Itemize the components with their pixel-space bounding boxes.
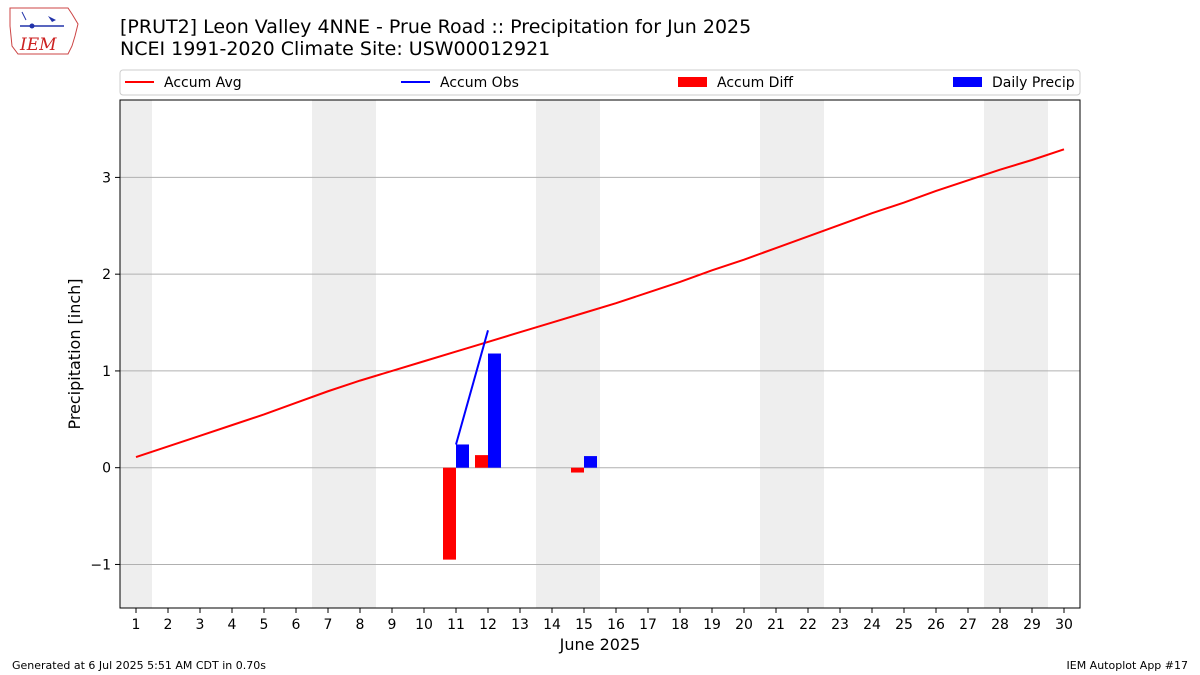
- accum-avg-line: [135, 148, 1065, 459]
- x-tick-label: 17: [639, 617, 657, 633]
- x-tick-label: 7: [324, 617, 333, 633]
- chart-title-line2: NCEI 1991-2020 Climate Site: USW00012921: [120, 38, 551, 60]
- x-tick-label: 28: [991, 617, 1009, 633]
- x-tick-label: 11: [447, 617, 465, 633]
- accum-diff-bar: [571, 467, 584, 473]
- accum-diff-bar: [475, 455, 488, 468]
- weekend-shade: [120, 100, 152, 608]
- weekend-shade: [312, 100, 344, 608]
- x-tick-label: 21: [767, 617, 785, 633]
- x-tick-label: 9: [388, 617, 397, 633]
- weekend-shade: [536, 100, 568, 608]
- y-tick-label: 2: [102, 267, 111, 283]
- svg-text:IEM: IEM: [19, 35, 57, 55]
- x-tick-label: 5: [260, 617, 269, 633]
- y-tick-label: −1: [90, 557, 111, 573]
- x-tick-label: 18: [671, 617, 689, 633]
- plot-frame: [119, 99, 1081, 609]
- x-tick-label: 13: [511, 617, 529, 633]
- x-tick-label: 26: [927, 617, 945, 633]
- y-tick-label: 0: [102, 461, 111, 477]
- legend-frame: [119, 69, 1081, 96]
- x-tick-label: 2: [164, 617, 173, 633]
- weekend-shade: [984, 100, 1016, 608]
- iem-logo-graphic: IEM: [9, 7, 79, 55]
- chart-title-line1: [PRUT2] Leon Valley 4NNE - Prue Road :: …: [120, 16, 752, 38]
- x-tick-label: 27: [959, 617, 977, 633]
- x-tick-label: 8: [356, 617, 365, 633]
- x-tick-label: 29: [1023, 617, 1041, 633]
- x-tick-label: 6: [292, 617, 301, 633]
- x-axis-label: June 2025: [559, 635, 641, 654]
- x-tick-label: 14: [543, 617, 561, 633]
- x-tick-label: 16: [607, 617, 625, 633]
- x-tick-label: 10: [415, 617, 433, 633]
- weekend-shade: [1016, 100, 1048, 608]
- daily-precip-bar: [584, 456, 597, 468]
- daily-precip-bar: [456, 444, 469, 468]
- x-tick-label: 30: [1055, 617, 1073, 633]
- x-tick-label: 22: [799, 617, 817, 633]
- y-tick-label: 3: [102, 170, 111, 186]
- legend-label: Accum Obs: [440, 75, 519, 91]
- daily-precip-bar: [488, 353, 501, 468]
- x-tick-label: 12: [479, 617, 497, 633]
- y-tick-label: 1: [102, 364, 111, 380]
- accum-obs-line: [455, 330, 489, 445]
- x-tick-label: 15: [575, 617, 593, 633]
- weekend-shade: [344, 100, 376, 608]
- app-footer: IEM Autoplot App #17: [1066, 659, 1189, 672]
- x-tick-label: 20: [735, 617, 753, 633]
- weekend-shade: [568, 100, 600, 608]
- x-tick-label: 19: [703, 617, 721, 633]
- accum-diff-bar: [443, 467, 456, 560]
- legend-label: Accum Diff: [717, 75, 793, 91]
- weekend-shade: [792, 100, 824, 608]
- generated-footer: Generated at 6 Jul 2025 5:51 AM CDT in 0…: [12, 659, 266, 672]
- x-tick-label: 25: [895, 617, 913, 633]
- x-tick-label: 4: [228, 617, 237, 633]
- x-tick-label: 23: [831, 617, 849, 633]
- iem-logo: IEM: [8, 6, 80, 58]
- chart-title: [PRUT2] Leon Valley 4NNE - Prue Road :: …: [120, 16, 751, 60]
- x-tick-label: 24: [863, 617, 881, 633]
- legend-bar-swatch: [953, 77, 982, 87]
- y-axis-label: Precipitation [inch]: [65, 278, 84, 429]
- legend: Accum Avg Accum Obs Accum Diff Daily Precip: [119, 69, 1081, 96]
- weekend-shade: [760, 100, 792, 608]
- x-tick-label: 3: [196, 617, 205, 633]
- legend-label: Daily Precip: [992, 75, 1075, 91]
- x-tick-label: 1: [132, 617, 141, 633]
- legend-bar-swatch: [678, 77, 707, 87]
- legend-label: Accum Avg: [164, 75, 242, 91]
